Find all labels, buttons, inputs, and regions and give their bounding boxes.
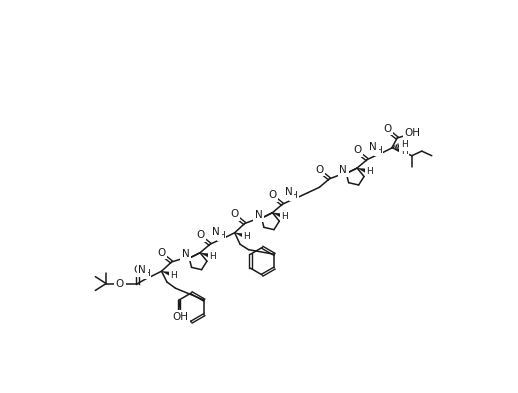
Polygon shape [235,233,246,238]
Text: O: O [383,124,391,134]
Text: N: N [285,187,293,197]
Text: OH: OH [405,129,421,138]
Polygon shape [392,148,402,153]
Text: N: N [255,210,263,220]
Text: N: N [339,165,347,175]
Text: OH: OH [172,312,189,322]
Text: O: O [157,248,166,258]
Text: H: H [401,147,408,156]
Polygon shape [272,213,283,218]
Text: N: N [138,265,146,275]
Text: H: H [375,146,382,155]
Text: H: H [209,252,215,261]
Text: H: H [143,269,150,278]
Text: O: O [231,209,239,219]
Text: O: O [116,279,124,288]
Polygon shape [162,271,172,276]
Text: O: O [196,230,204,240]
Text: O: O [315,165,324,174]
Text: O: O [134,265,142,275]
Text: H: H [281,212,288,221]
Text: H: H [401,140,408,149]
Text: O: O [268,190,277,200]
Polygon shape [357,168,368,173]
Text: H: H [170,270,177,279]
Text: H: H [218,231,225,240]
Text: N: N [369,142,377,152]
Text: H: H [243,232,250,241]
Text: N: N [212,227,220,237]
Text: N: N [181,249,189,259]
Text: H: H [291,191,297,200]
Polygon shape [200,253,211,258]
Text: O: O [353,145,361,155]
Text: H: H [366,167,373,176]
